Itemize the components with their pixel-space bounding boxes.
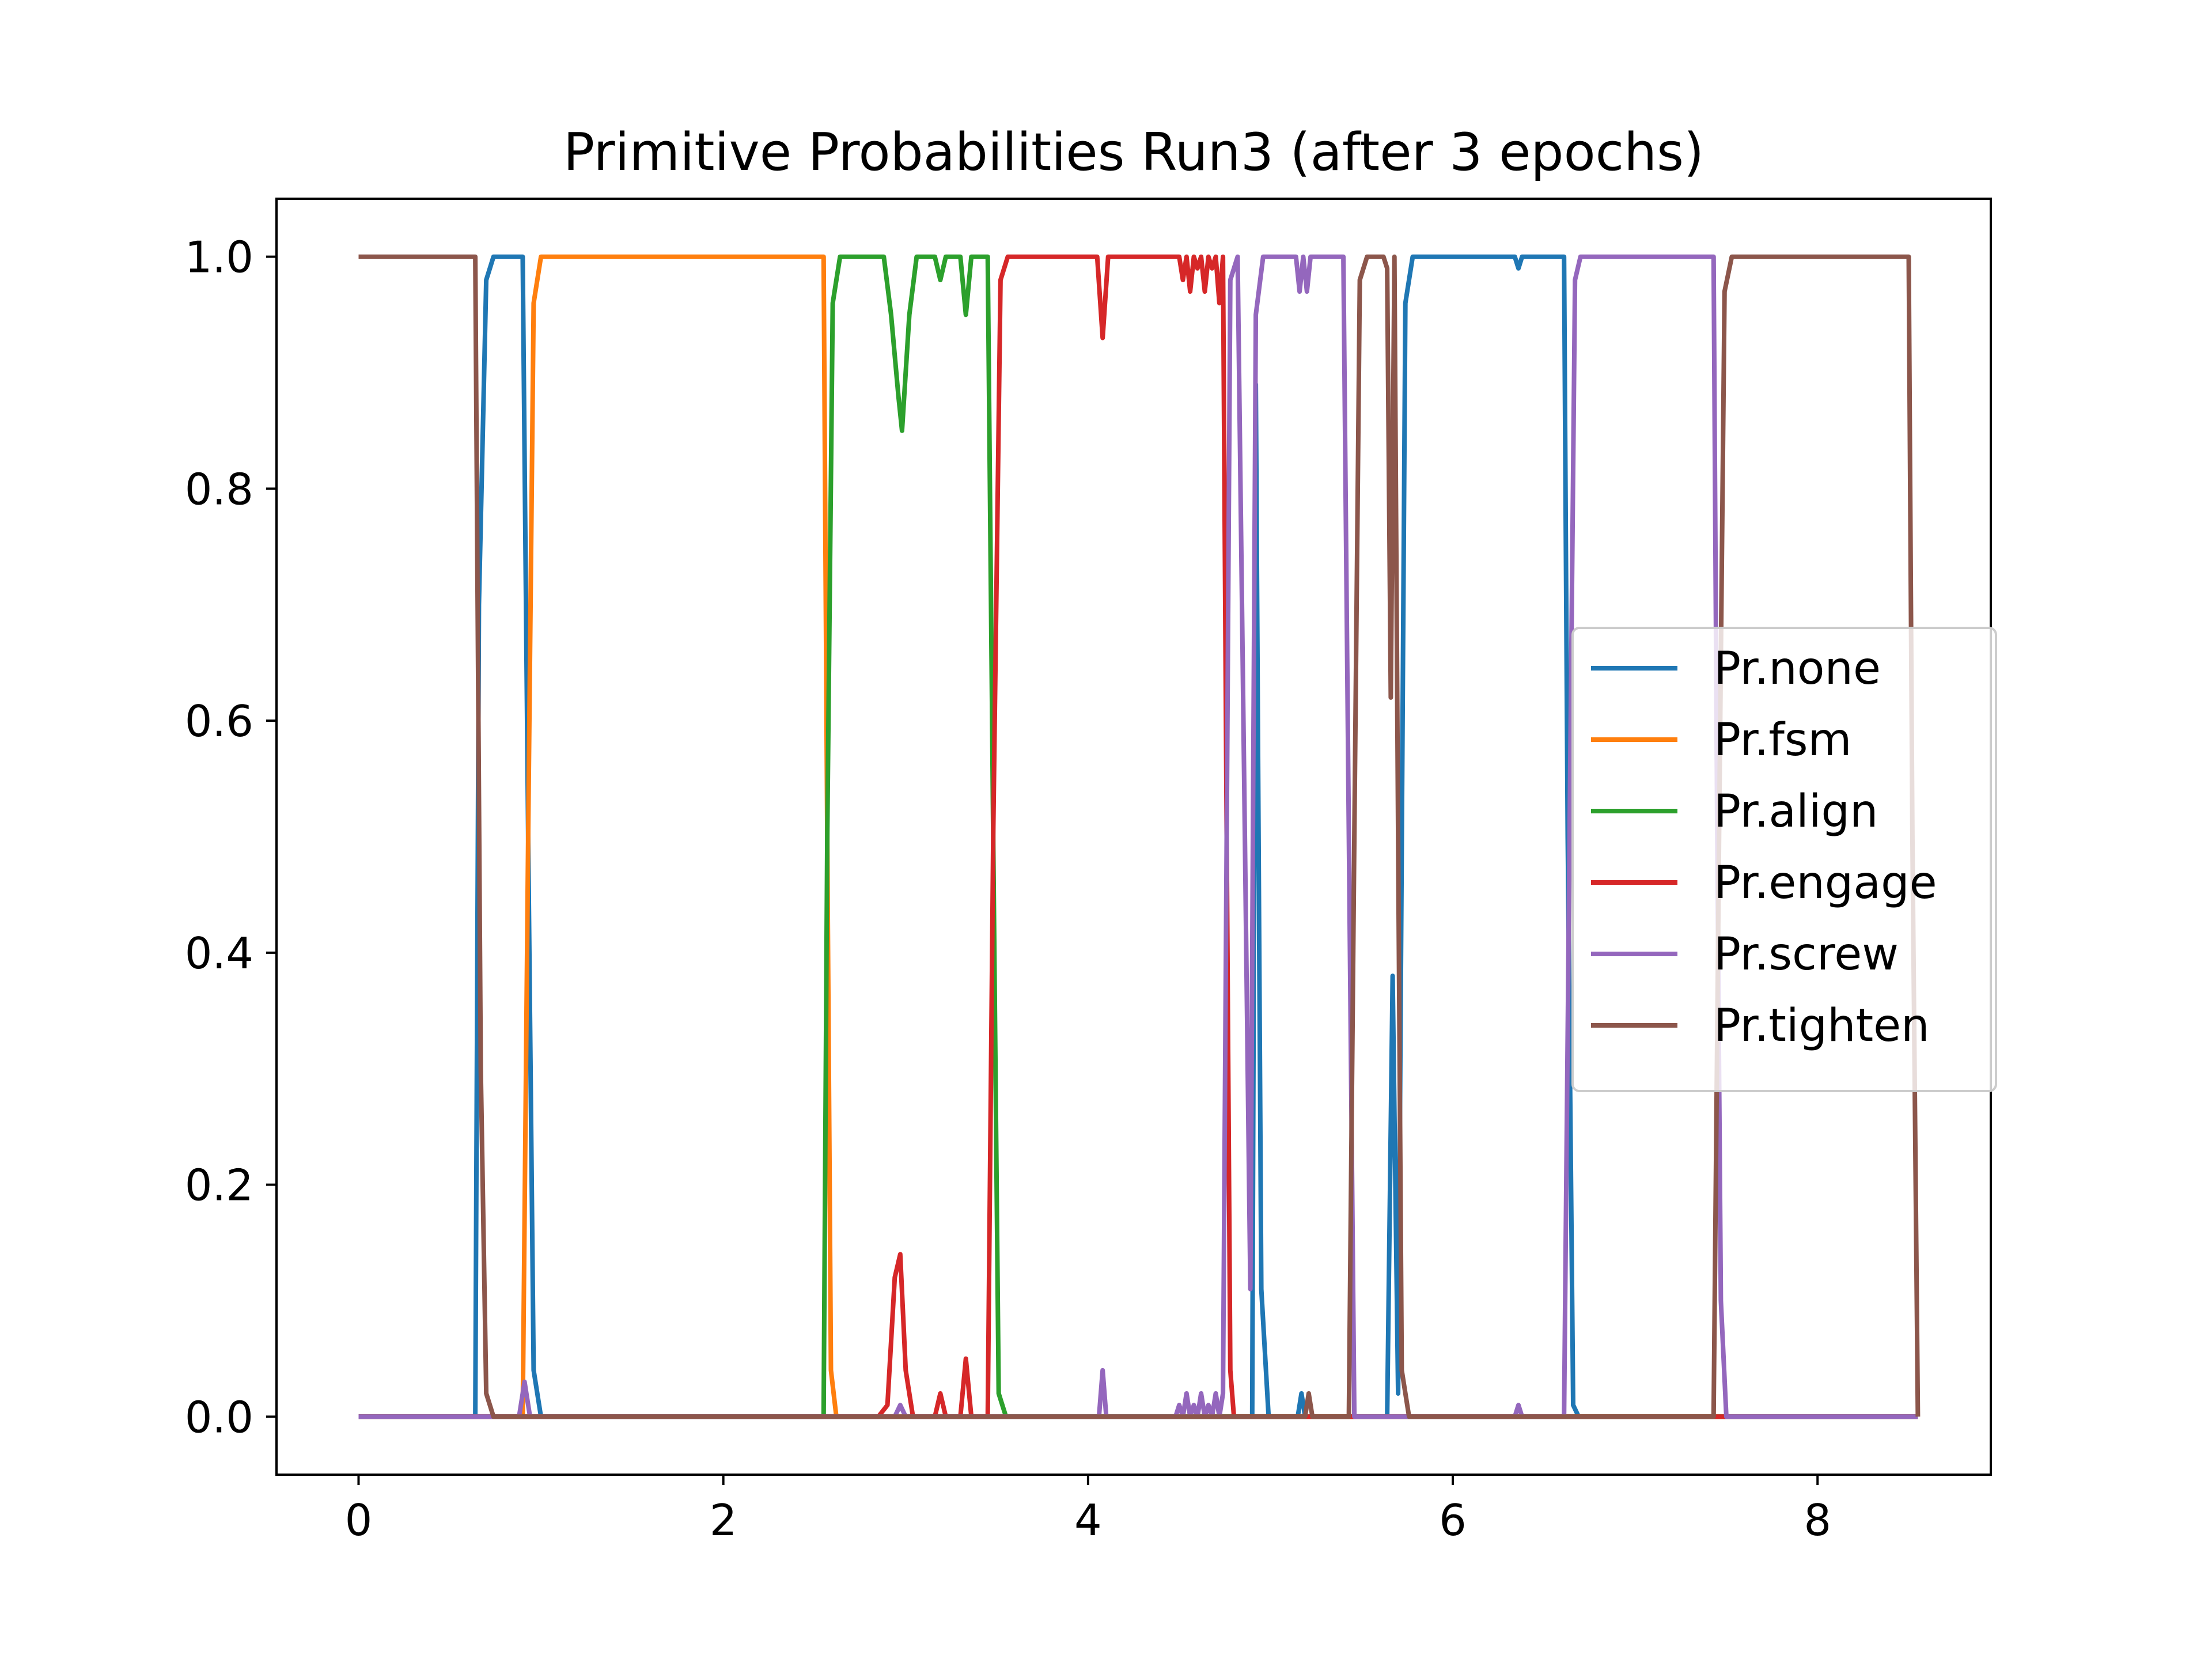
- x-tick-label: 0: [345, 1495, 373, 1546]
- legend-label-pr-fsm: Pr.fsm: [1714, 714, 1851, 766]
- y-tick-label: 0.2: [185, 1160, 253, 1211]
- x-tick-label: 2: [710, 1495, 737, 1546]
- axis-ticks: 0 2 4 6 8 0.0 0.2 0.4 0.6 0.8 1.0: [185, 232, 1831, 1546]
- y-tick-label: 1.0: [185, 232, 253, 283]
- y-tick-label: 0.0: [185, 1392, 253, 1442]
- series-line-pr-tighten: [358, 254, 1921, 1419]
- legend-label-pr-tighten: Pr.tighten: [1714, 1000, 1930, 1052]
- y-tick-label: 0.6: [185, 696, 253, 747]
- series-line-pr-align: [358, 254, 1918, 1419]
- y-tick-label: 0.8: [185, 464, 253, 514]
- legend-box: [1571, 627, 1997, 1092]
- legend-label-pr-align: Pr.align: [1714, 786, 1878, 838]
- series-line-pr-none: [358, 254, 1918, 1419]
- y-tick-label: 0.4: [185, 928, 253, 979]
- series-line-pr-fsm: [358, 254, 1918, 1419]
- legend: Pr.none Pr.fsm Pr.align Pr.engage Pr.screw Pr…: [1571, 627, 1997, 1092]
- legend-label-pr-none: Pr.none: [1714, 643, 1881, 695]
- x-tick-label: 6: [1439, 1495, 1467, 1546]
- x-tick-label: 4: [1074, 1495, 1102, 1546]
- legend-label-pr-screw: Pr.screw: [1714, 929, 1899, 980]
- x-tick-label: 8: [1804, 1495, 1831, 1546]
- legend-label-pr-engage: Pr.engage: [1714, 857, 1937, 909]
- series-lines: [358, 254, 1921, 1419]
- chart-title: Primitive Probabilities Run3 (after 3 ep…: [563, 122, 1704, 183]
